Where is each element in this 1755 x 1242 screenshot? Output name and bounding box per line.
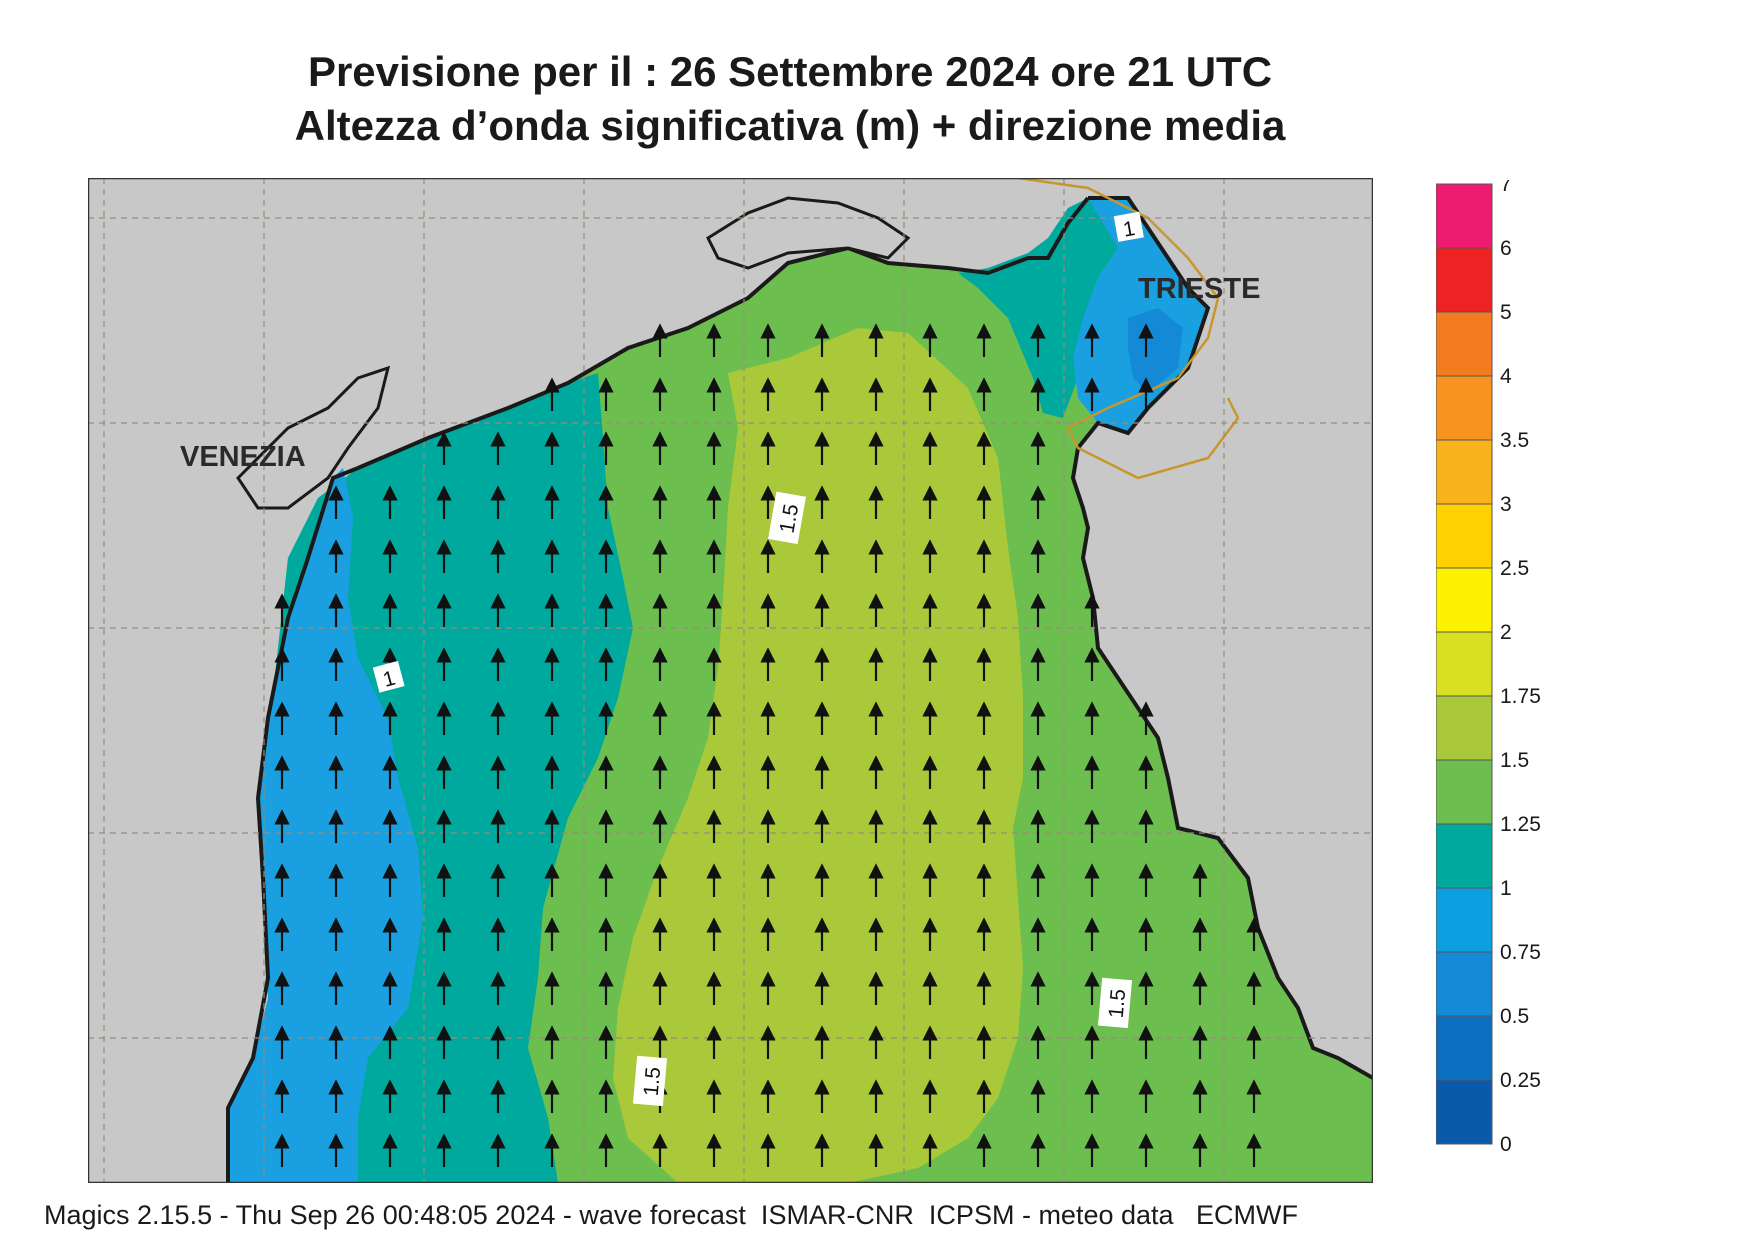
legend-label: 0 xyxy=(1500,1133,1512,1155)
contour-label: 1 xyxy=(372,660,405,693)
svg-text:1.5: 1.5 xyxy=(776,502,804,535)
map-title-variable: Altezza d’onda significativa (m) + direz… xyxy=(294,102,1286,149)
legend-label: 3 xyxy=(1500,493,1512,516)
legend-label: 7 xyxy=(1500,180,1512,196)
city-label-venezia: VENEZIA xyxy=(180,441,306,473)
legend-swatch xyxy=(1436,631,1493,697)
wave-zone-1-1.25-trieste xyxy=(958,198,1148,418)
legend-swatch xyxy=(1436,823,1493,889)
legend-swatch xyxy=(1436,503,1493,569)
legend-label: 1.25 xyxy=(1500,813,1541,836)
map-frame xyxy=(88,178,1373,1183)
legend-label: 4 xyxy=(1500,365,1512,388)
legend-swatch xyxy=(1436,567,1493,633)
legend-label: 2 xyxy=(1500,621,1512,644)
grado-lagoon xyxy=(706,196,911,270)
legend-label: 0.5 xyxy=(1500,1005,1529,1028)
footer-credits: Magics 2.15.5 - Thu Sep 26 00:48:05 2024… xyxy=(44,1200,1299,1230)
legend-label: 1.5 xyxy=(1500,749,1529,772)
svg-text:1: 1 xyxy=(381,667,398,692)
legend-label: 1.75 xyxy=(1500,685,1541,708)
legend-label: 6 xyxy=(1500,237,1512,260)
contour-label: 1.5 xyxy=(1097,977,1133,1029)
city-label-trieste: TRIESTE xyxy=(1138,273,1260,305)
wave-height-map: VENEZIA TRIESTE 1.5 1 1.5 1.5 1 xyxy=(88,178,1373,1183)
svg-text:1.5: 1.5 xyxy=(640,1066,665,1097)
wave-zone-0.75-1-west xyxy=(228,468,423,1183)
map-title-date: Previsione per il : 26 Settembre 2024 or… xyxy=(307,48,1273,95)
legend-swatch xyxy=(1436,247,1493,313)
coastline-west xyxy=(226,466,359,1183)
legend-swatch xyxy=(1436,1015,1493,1081)
legend-swatch xyxy=(1436,183,1493,249)
contour-label: 1.5 xyxy=(632,1055,668,1107)
svg-text:1.5: 1.5 xyxy=(1105,988,1130,1019)
legend-label: 1 xyxy=(1500,877,1512,900)
legend-swatch xyxy=(1436,439,1493,505)
contour-label: 1 xyxy=(1113,211,1144,242)
legend-label: 3.5 xyxy=(1500,429,1529,452)
coastline-north xyxy=(357,196,1090,470)
legend-swatch xyxy=(1436,887,1493,953)
wave-direction-arrows xyxy=(274,323,1262,1167)
legend-swatch xyxy=(1436,375,1493,441)
svg-text:1: 1 xyxy=(1121,217,1137,242)
graticule xyxy=(88,178,1373,1183)
national-border xyxy=(1017,178,1240,480)
legend-label: 5 xyxy=(1500,301,1512,324)
legend-label: 0.25 xyxy=(1500,1069,1541,1092)
legend-label: 2.5 xyxy=(1500,557,1529,580)
legend-swatch xyxy=(1436,311,1493,377)
legend-label: 0.75 xyxy=(1500,941,1541,964)
legend-swatch xyxy=(1436,951,1493,1017)
venice-lagoon xyxy=(236,365,391,510)
legend-swatch xyxy=(1436,695,1493,761)
coastline-trieste xyxy=(1070,196,1373,1080)
contour-label: 1.5 xyxy=(768,491,806,545)
legend-swatch xyxy=(1436,1079,1493,1145)
color-legend: 7 6 5 4 3.5 3 2.5 2 1.75 1.5 1.25 1 0.75 0.5 0.25 0 xyxy=(1436,180,1541,1155)
legend-swatch xyxy=(1436,759,1493,825)
